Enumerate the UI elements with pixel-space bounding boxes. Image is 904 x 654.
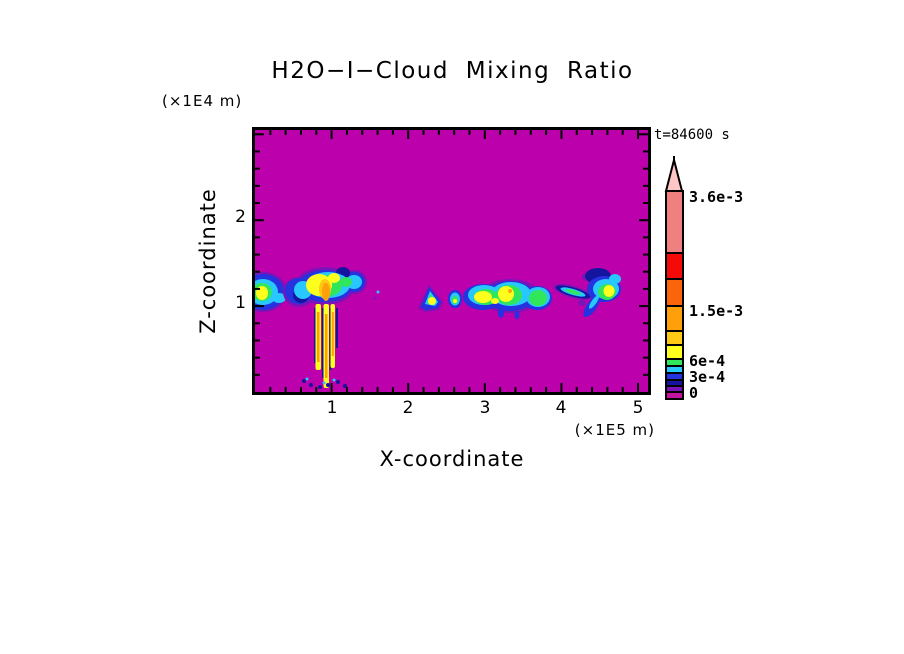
chart-title: H2O−I−Cloud Mixing Ratio: [271, 58, 634, 84]
x-axis-title: X-coordinate: [379, 447, 525, 471]
cloud-storm: [283, 267, 367, 389]
z-tick-label: 2: [235, 207, 246, 227]
colorbar-label: 3e-4: [689, 368, 726, 386]
cloud-speck: [376, 290, 380, 294]
colorbar-label: 0: [689, 384, 699, 402]
colorbar-segment: [667, 332, 682, 346]
colorbar-arrow-icon: [664, 156, 684, 192]
colorbar-segment: [667, 307, 682, 332]
colorbar-segment: [667, 367, 682, 374]
cloud-triangle: [418, 285, 443, 312]
cloud-tiny: [448, 290, 462, 308]
colorbar-segment: [667, 374, 682, 381]
colorbar-label: 6e-4: [689, 352, 726, 370]
colorbar-segments: [665, 190, 684, 400]
colorbar-segment: [667, 393, 682, 398]
x-tick-label: 2: [402, 398, 414, 418]
colorbar-segment: [667, 381, 682, 387]
colorbar-label: 3.6e-3: [689, 188, 744, 206]
colorbar-segment: [667, 387, 682, 393]
x-tick-label: 5: [632, 398, 644, 418]
x-tick-label: 3: [479, 398, 491, 418]
cloud-left-edge: [255, 272, 287, 312]
x-tick-label: 4: [555, 398, 567, 418]
cloud-field-svg: [255, 130, 648, 392]
z-axis-title: Z-coordinate: [196, 188, 220, 334]
colorbar-segment: [667, 280, 682, 307]
z-axis-unit-label: (×1E4 m): [162, 92, 243, 110]
colorbar-segment: [667, 346, 682, 360]
colorbar-label: 1.5e-3: [689, 302, 744, 320]
cloud-speck: [373, 296, 377, 300]
colorbar-segment: [667, 192, 682, 254]
z-tick-label: 1: [235, 293, 246, 313]
x-axis-unit-label: (×1E5 m): [574, 421, 655, 439]
cloud-right: [553, 268, 621, 318]
x-tick-label: 1: [326, 398, 338, 418]
time-annotation: t=84600 s: [654, 127, 730, 143]
colorbar-segment: [667, 360, 682, 367]
axis-ticks: [255, 130, 648, 392]
cloud-middle: [463, 279, 552, 319]
colorbar-segment: [667, 254, 682, 280]
plot-area: [252, 127, 651, 395]
